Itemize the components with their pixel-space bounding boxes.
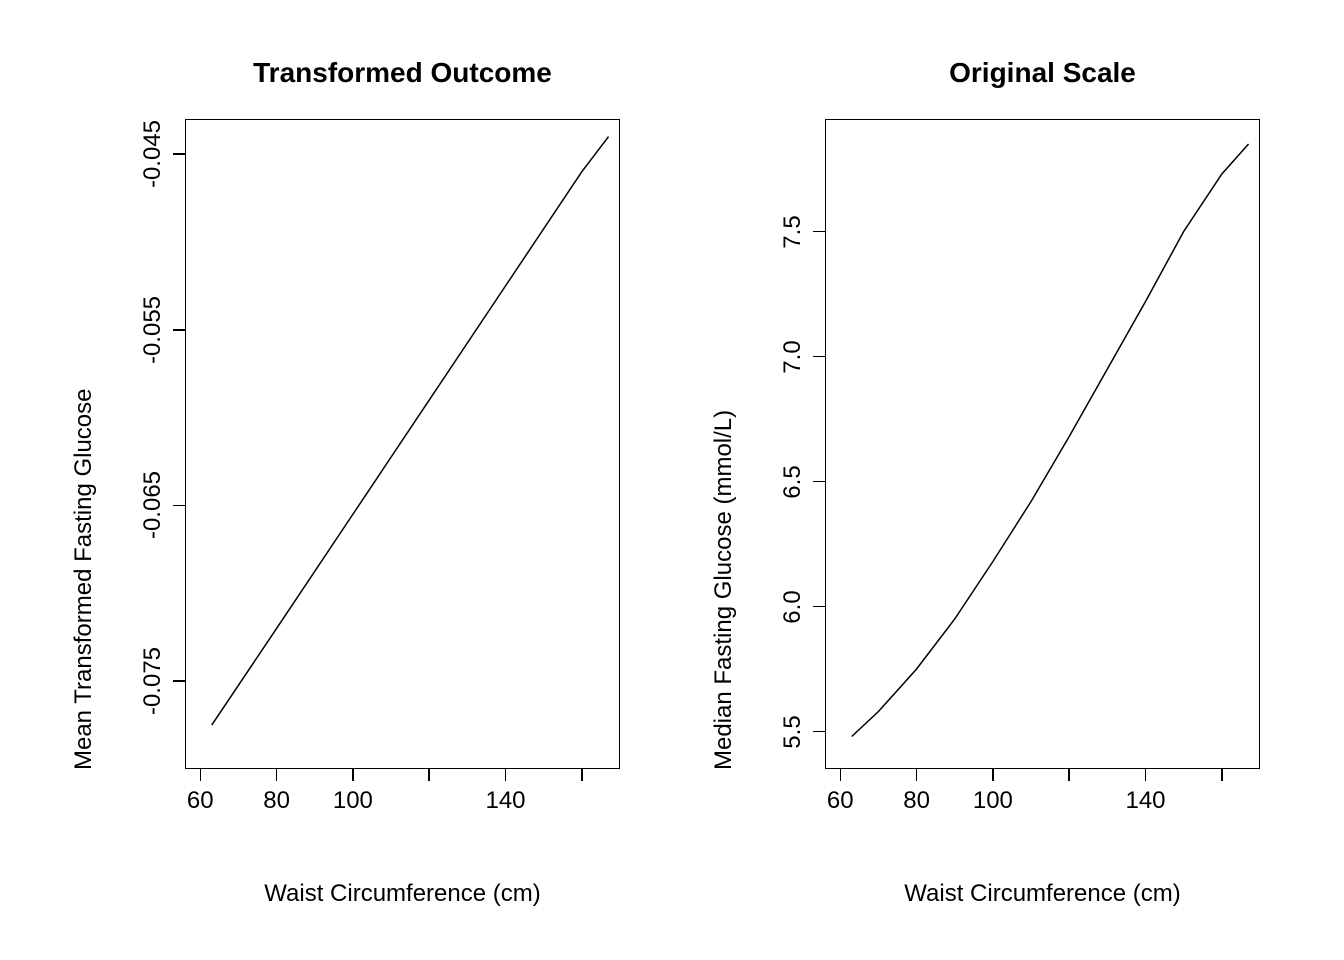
panel-original-scale: Original Scale60801001405.56.06.57.07.5W…	[0, 0, 1344, 960]
data-line	[0, 0, 1344, 960]
figure: Transformed Outcome6080100140-0.075-0.06…	[0, 0, 1344, 960]
